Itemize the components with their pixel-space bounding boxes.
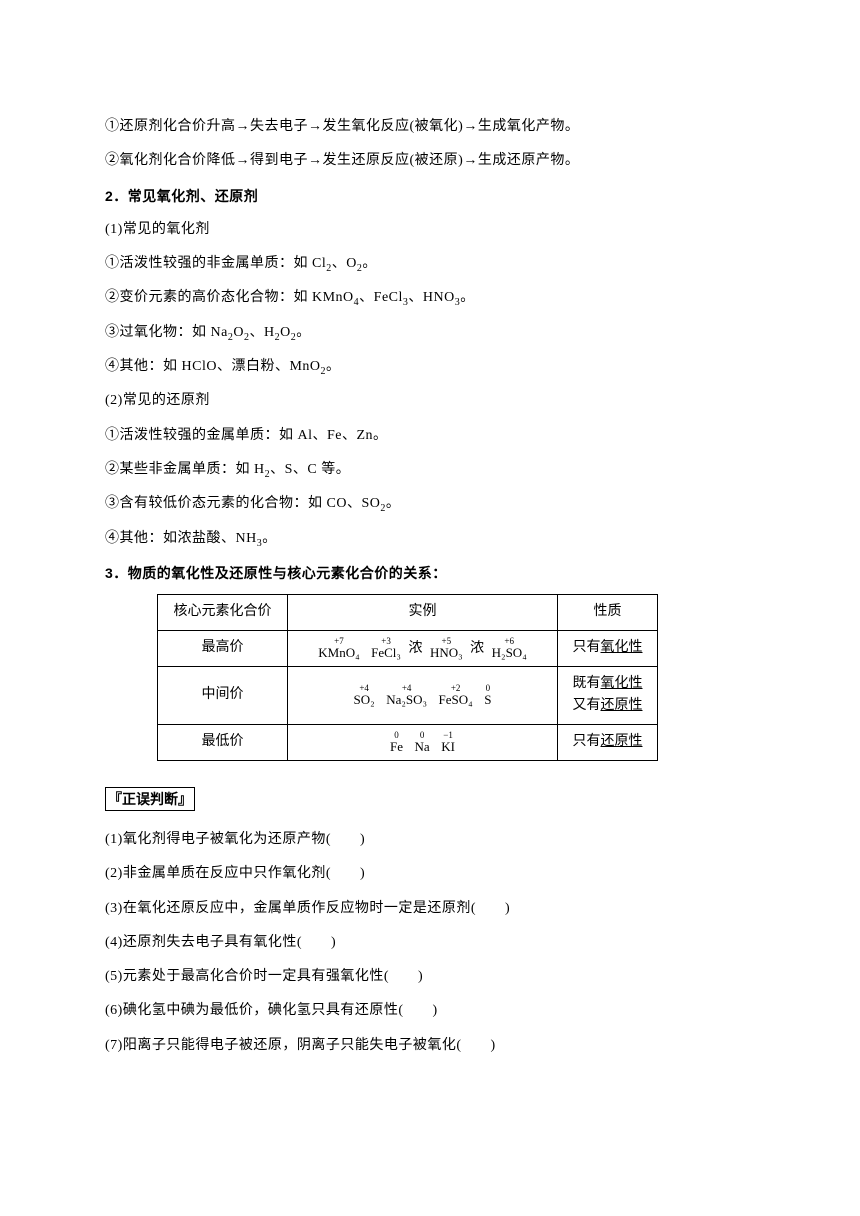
judge-q6: (6)碘化氢中碘为最低价，碘化氢只具有还原性( ) [105,994,755,1028]
s2-p2d: ④其他：如浓盐酸、NH3。 [105,522,755,556]
judge-q1: (1)氧化剂得电子被氧化为还原产物( ) [105,823,755,857]
underlined: 还原性 [601,698,643,713]
text: 既有 [573,676,601,691]
cell-example: 0Fe 0Na −1KI [288,724,558,760]
compound: HNO₃ [430,646,463,660]
cell-example: +4SO₂ +4Na₂SO₃ +2FeSO₄ 0S [288,666,558,724]
text: ④其他：如浓盐酸、NH [105,531,257,546]
text: O [233,325,244,340]
text: 。 [460,290,475,305]
compound: Na₂SO₃ [386,693,427,707]
cell-valence: 中间价 [158,666,288,724]
judge-q5: (5)元素处于最高化合价时一定具有强氧化性( ) [105,960,755,994]
s2-p1: (1)常见的氧化剂 [105,213,755,247]
compound: FeCl₃ [371,646,401,660]
text: ②某些非金属单质：如 H [105,462,265,477]
s2-p1a: ①活泼性较强的非金属单质：如 Cl2、O2。 [105,247,755,281]
formula: +3FeCl₃ [371,637,401,660]
section-3-title: 3．物质的氧化性及还原性与核心元素化合价的关系： [105,556,755,590]
judge-q2: (2)非金属单质在反应中只作氧化剂( ) [105,857,755,891]
formula: +5HNO₃ [430,637,463,660]
text: 、S、C 等。 [270,462,350,477]
compound: H₂SO₄ [492,646,527,660]
formula: +2FeSO₄ [439,684,473,707]
text: 只有 [573,640,601,655]
header-property: 性质 [558,595,658,630]
formula: +7KMnO₄ [318,637,359,660]
underlined: 氧化性 [601,676,643,691]
text: ③过氧化物：如 Na [105,325,228,340]
compound: Na [415,740,430,754]
text: 浓 [470,640,488,655]
cell-valence: 最高价 [158,630,288,666]
table-row: 最高价 +7KMnO₄ +3FeCl₃ 浓 +5HNO₃ 浓 +6H₂SO₄ 只… [158,630,658,666]
s2-p1b: ②变价元素的高价态化合物：如 KMnO4、FeCl3、HNO3。 [105,281,755,315]
header-valence: 核心元素化合价 [158,595,288,630]
table-row: 中间价 +4SO₂ +4Na₂SO₃ +2FeSO₄ 0S 既有氧化性 又有还原… [158,666,658,724]
cell-property: 只有还原性 [558,724,658,760]
text: ③含有较低价态元素的化合物：如 CO、SO [105,496,380,511]
formula: +6H₂SO₄ [492,637,527,660]
judge-q4: (4)还原剂失去电子具有氧化性( ) [105,926,755,960]
compound: FeSO₄ [439,693,473,707]
formula: −1KI [441,731,455,754]
text: 、HNO [408,290,454,305]
formula: 0Na [415,731,430,754]
text: 正误判断 [122,791,178,807]
text: 只有 [573,734,601,749]
intro-line-2: ②氧化剂化合价降低→得到电子→发生还原反应(被还原)→生成还原产物。 [105,144,755,178]
compound: SO₂ [354,693,375,707]
underlined: 还原性 [601,734,643,749]
s2-p2c: ③含有较低价态元素的化合物：如 CO、SO2。 [105,487,755,521]
formula: 0S [484,684,491,707]
cell-example: +7KMnO₄ +3FeCl₃ 浓 +5HNO₃ 浓 +6H₂SO₄ [288,630,558,666]
compound: KMnO₄ [318,646,359,660]
text: 、O [332,256,357,271]
judge-section-title: 『正误判断』 [105,787,195,811]
text: 。 [262,531,277,546]
text: 。 [326,359,341,374]
cell-property: 既有氧化性 又有还原性 [558,666,658,724]
formula: 0Fe [390,731,403,754]
table-header-row: 核心元素化合价 实例 性质 [158,595,658,630]
header-example: 实例 [288,595,558,630]
compound: KI [441,740,455,754]
compound: S [484,693,491,707]
compound: Fe [390,740,403,754]
section-2-title: 2．常见氧化剂、还原剂 [105,179,755,213]
cell-valence: 最低价 [158,724,288,760]
text: ②变价元素的高价态化合物：如 KMnO [105,290,354,305]
underlined: 氧化性 [601,640,643,655]
s2-p2a: ①活泼性较强的金属单质：如 Al、Fe、Zn。 [105,419,755,453]
text: 浓 [408,640,426,655]
intro-line-1: ①还原剂化合价升高→失去电子→发生氧化反应(被氧化)→生成氧化产物。 [105,110,755,144]
text: ①活泼性较强的非金属单质：如 Cl [105,256,326,271]
text: O [280,325,291,340]
text: ④其他：如 HClO、漂白粉、MnO [105,359,321,374]
cell-property: 只有氧化性 [558,630,658,666]
text: 、H [249,325,274,340]
text: 。 [386,496,401,511]
s2-p1c: ③过氧化物：如 Na2O2、H2O2。 [105,316,755,350]
judge-q7: (7)阳离子只能得电子被还原，阴离子只能失电子被氧化( ) [105,1029,755,1063]
judge-q3: (3)在氧化还原反应中，金属单质作反应物时一定是还原剂( ) [105,892,755,926]
text: 又有 [573,698,601,713]
s2-p1d: ④其他：如 HClO、漂白粉、MnO2。 [105,350,755,384]
valence-table: 核心元素化合价 实例 性质 最高价 +7KMnO₄ +3FeCl₃ 浓 +5HN… [157,594,658,761]
table-row: 最低价 0Fe 0Na −1KI 只有还原性 [158,724,658,760]
text: 。 [296,325,311,340]
formula: +4SO₂ [354,684,375,707]
text: 。 [362,256,377,271]
s2-p2: (2)常见的还原剂 [105,384,755,418]
text: 、FeCl [359,290,403,305]
s2-p2b: ②某些非金属单质：如 H2、S、C 等。 [105,453,755,487]
formula: +4Na₂SO₃ [386,684,427,707]
